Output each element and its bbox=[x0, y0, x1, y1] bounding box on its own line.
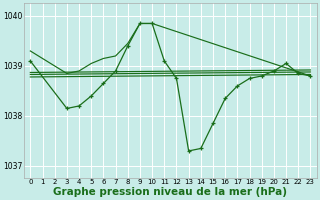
X-axis label: Graphe pression niveau de la mer (hPa): Graphe pression niveau de la mer (hPa) bbox=[53, 187, 287, 197]
